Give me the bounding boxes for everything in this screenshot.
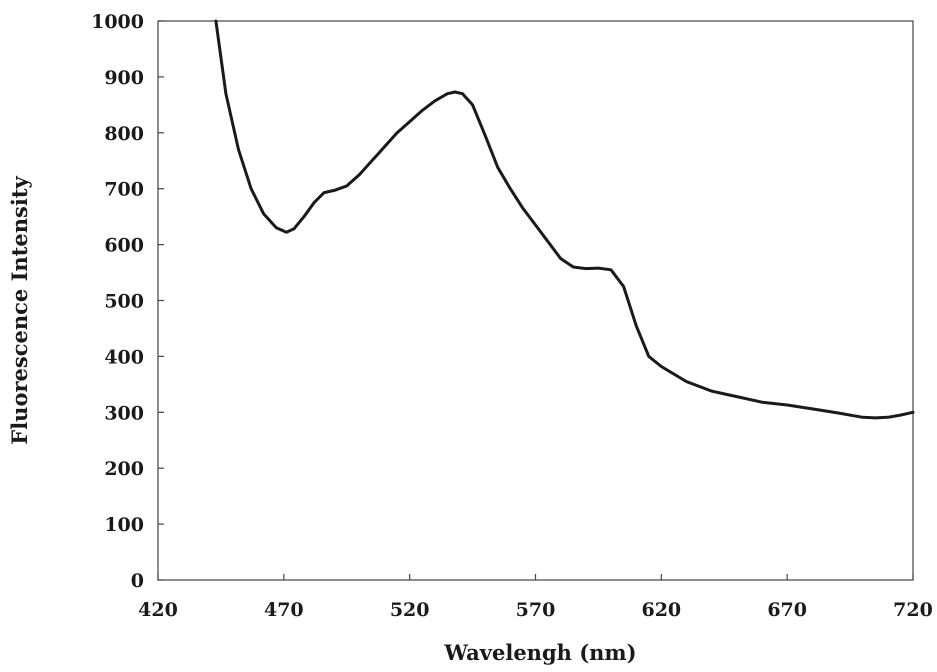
- x-tick-label: 570: [516, 599, 556, 621]
- y-tick-label: 0: [131, 570, 144, 592]
- plot-frame: [157, 20, 914, 581]
- x-tick-label: 670: [767, 599, 807, 621]
- y-tick-label: 400: [104, 346, 144, 368]
- y-tick-label: 200: [104, 458, 144, 480]
- y-axis-title: Fluorescence Intensity: [7, 175, 32, 444]
- x-axis: 420 470 520 570 620 670 720: [138, 574, 933, 621]
- y-tick-label: 100: [104, 514, 144, 536]
- y-tick-label: 500: [104, 291, 144, 313]
- y-tick-label: 900: [104, 67, 144, 89]
- y-tick-label: 800: [104, 123, 144, 145]
- y-tick-label: 700: [104, 179, 144, 201]
- x-axis-title: Wavelengh (nm): [443, 640, 636, 665]
- series-line-fluorescence: [214, 19, 915, 420]
- y-tick-label: 300: [104, 402, 144, 424]
- x-tick-label: 620: [641, 599, 681, 621]
- x-tick-label: 470: [264, 599, 304, 621]
- y-tick-label: 1000: [91, 11, 144, 33]
- x-tick-label: 420: [138, 599, 178, 621]
- x-tick-label: 720: [893, 599, 933, 621]
- x-tick-label: 520: [390, 599, 430, 621]
- plot-area: [157, 19, 915, 581]
- y-tick-label: 600: [104, 235, 144, 257]
- y-axis: 0 100 200 300 400 500 600 700 800 900 1000: [91, 11, 164, 592]
